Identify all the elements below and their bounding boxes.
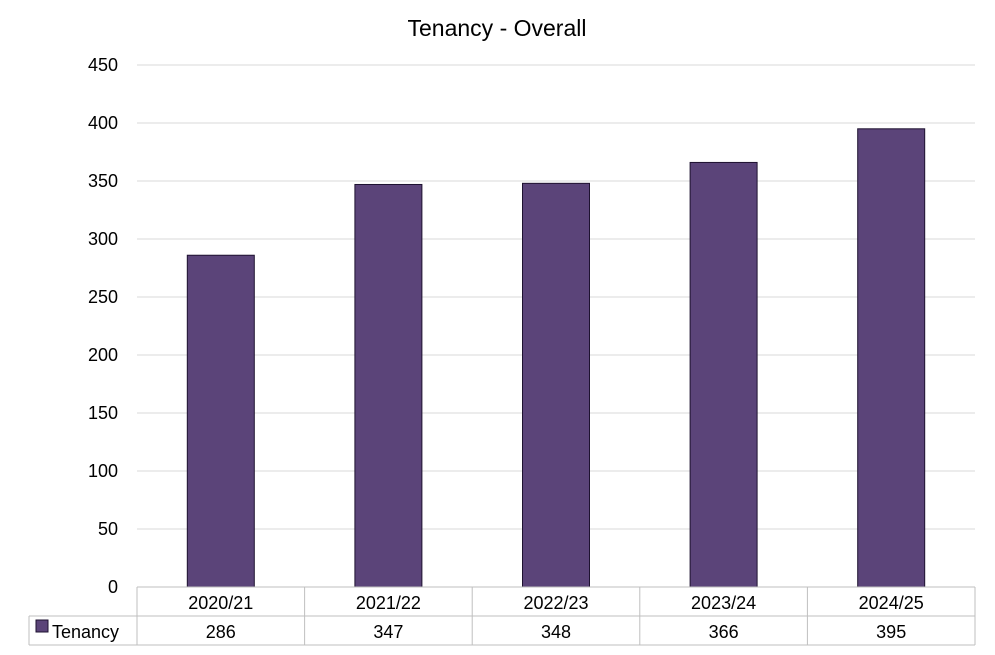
y-tick-label: 200 <box>88 345 118 365</box>
y-tick-label: 150 <box>88 403 118 423</box>
y-tick-label: 450 <box>88 55 118 75</box>
data-table: 2020/21 286 2021/22 347 2022/23 348 2023/24 366… <box>28 586 976 646</box>
y-tick-label: 350 <box>88 171 118 191</box>
data-label: 286 <box>206 622 236 642</box>
legend-swatch <box>35 619 49 633</box>
y-tick-label: 100 <box>88 461 118 481</box>
bar-series <box>186 128 926 588</box>
y-tick-label: 0 <box>108 577 118 597</box>
bar-2020/21 <box>186 254 255 588</box>
y-tick-label: 300 <box>88 229 118 249</box>
category-label: 2021/22 <box>356 593 421 613</box>
chart-title: Tenancy - Overall <box>408 15 587 41</box>
category-label: 2020/21 <box>188 593 253 613</box>
data-label: 348 <box>541 622 571 642</box>
y-tick-label: 250 <box>88 287 118 307</box>
category-label: 2022/23 <box>523 593 588 613</box>
bar-2021/22 <box>354 183 423 588</box>
legend-label: Tenancy <box>52 622 119 642</box>
data-label: 395 <box>876 622 906 642</box>
bar-2022/23 <box>522 182 590 588</box>
category-label: 2024/25 <box>859 593 924 613</box>
data-label: 366 <box>709 622 739 642</box>
y-tick-label: 50 <box>98 519 118 539</box>
bar-2023/24 <box>689 161 758 588</box>
y-axis-ticks: 0 50 100 150 200 250 300 350 400 450 <box>88 55 118 597</box>
y-tick-label: 400 <box>88 113 118 133</box>
data-label: 347 <box>373 622 403 642</box>
bar-2024/25 <box>857 128 926 588</box>
category-label: 2023/24 <box>691 593 756 613</box>
